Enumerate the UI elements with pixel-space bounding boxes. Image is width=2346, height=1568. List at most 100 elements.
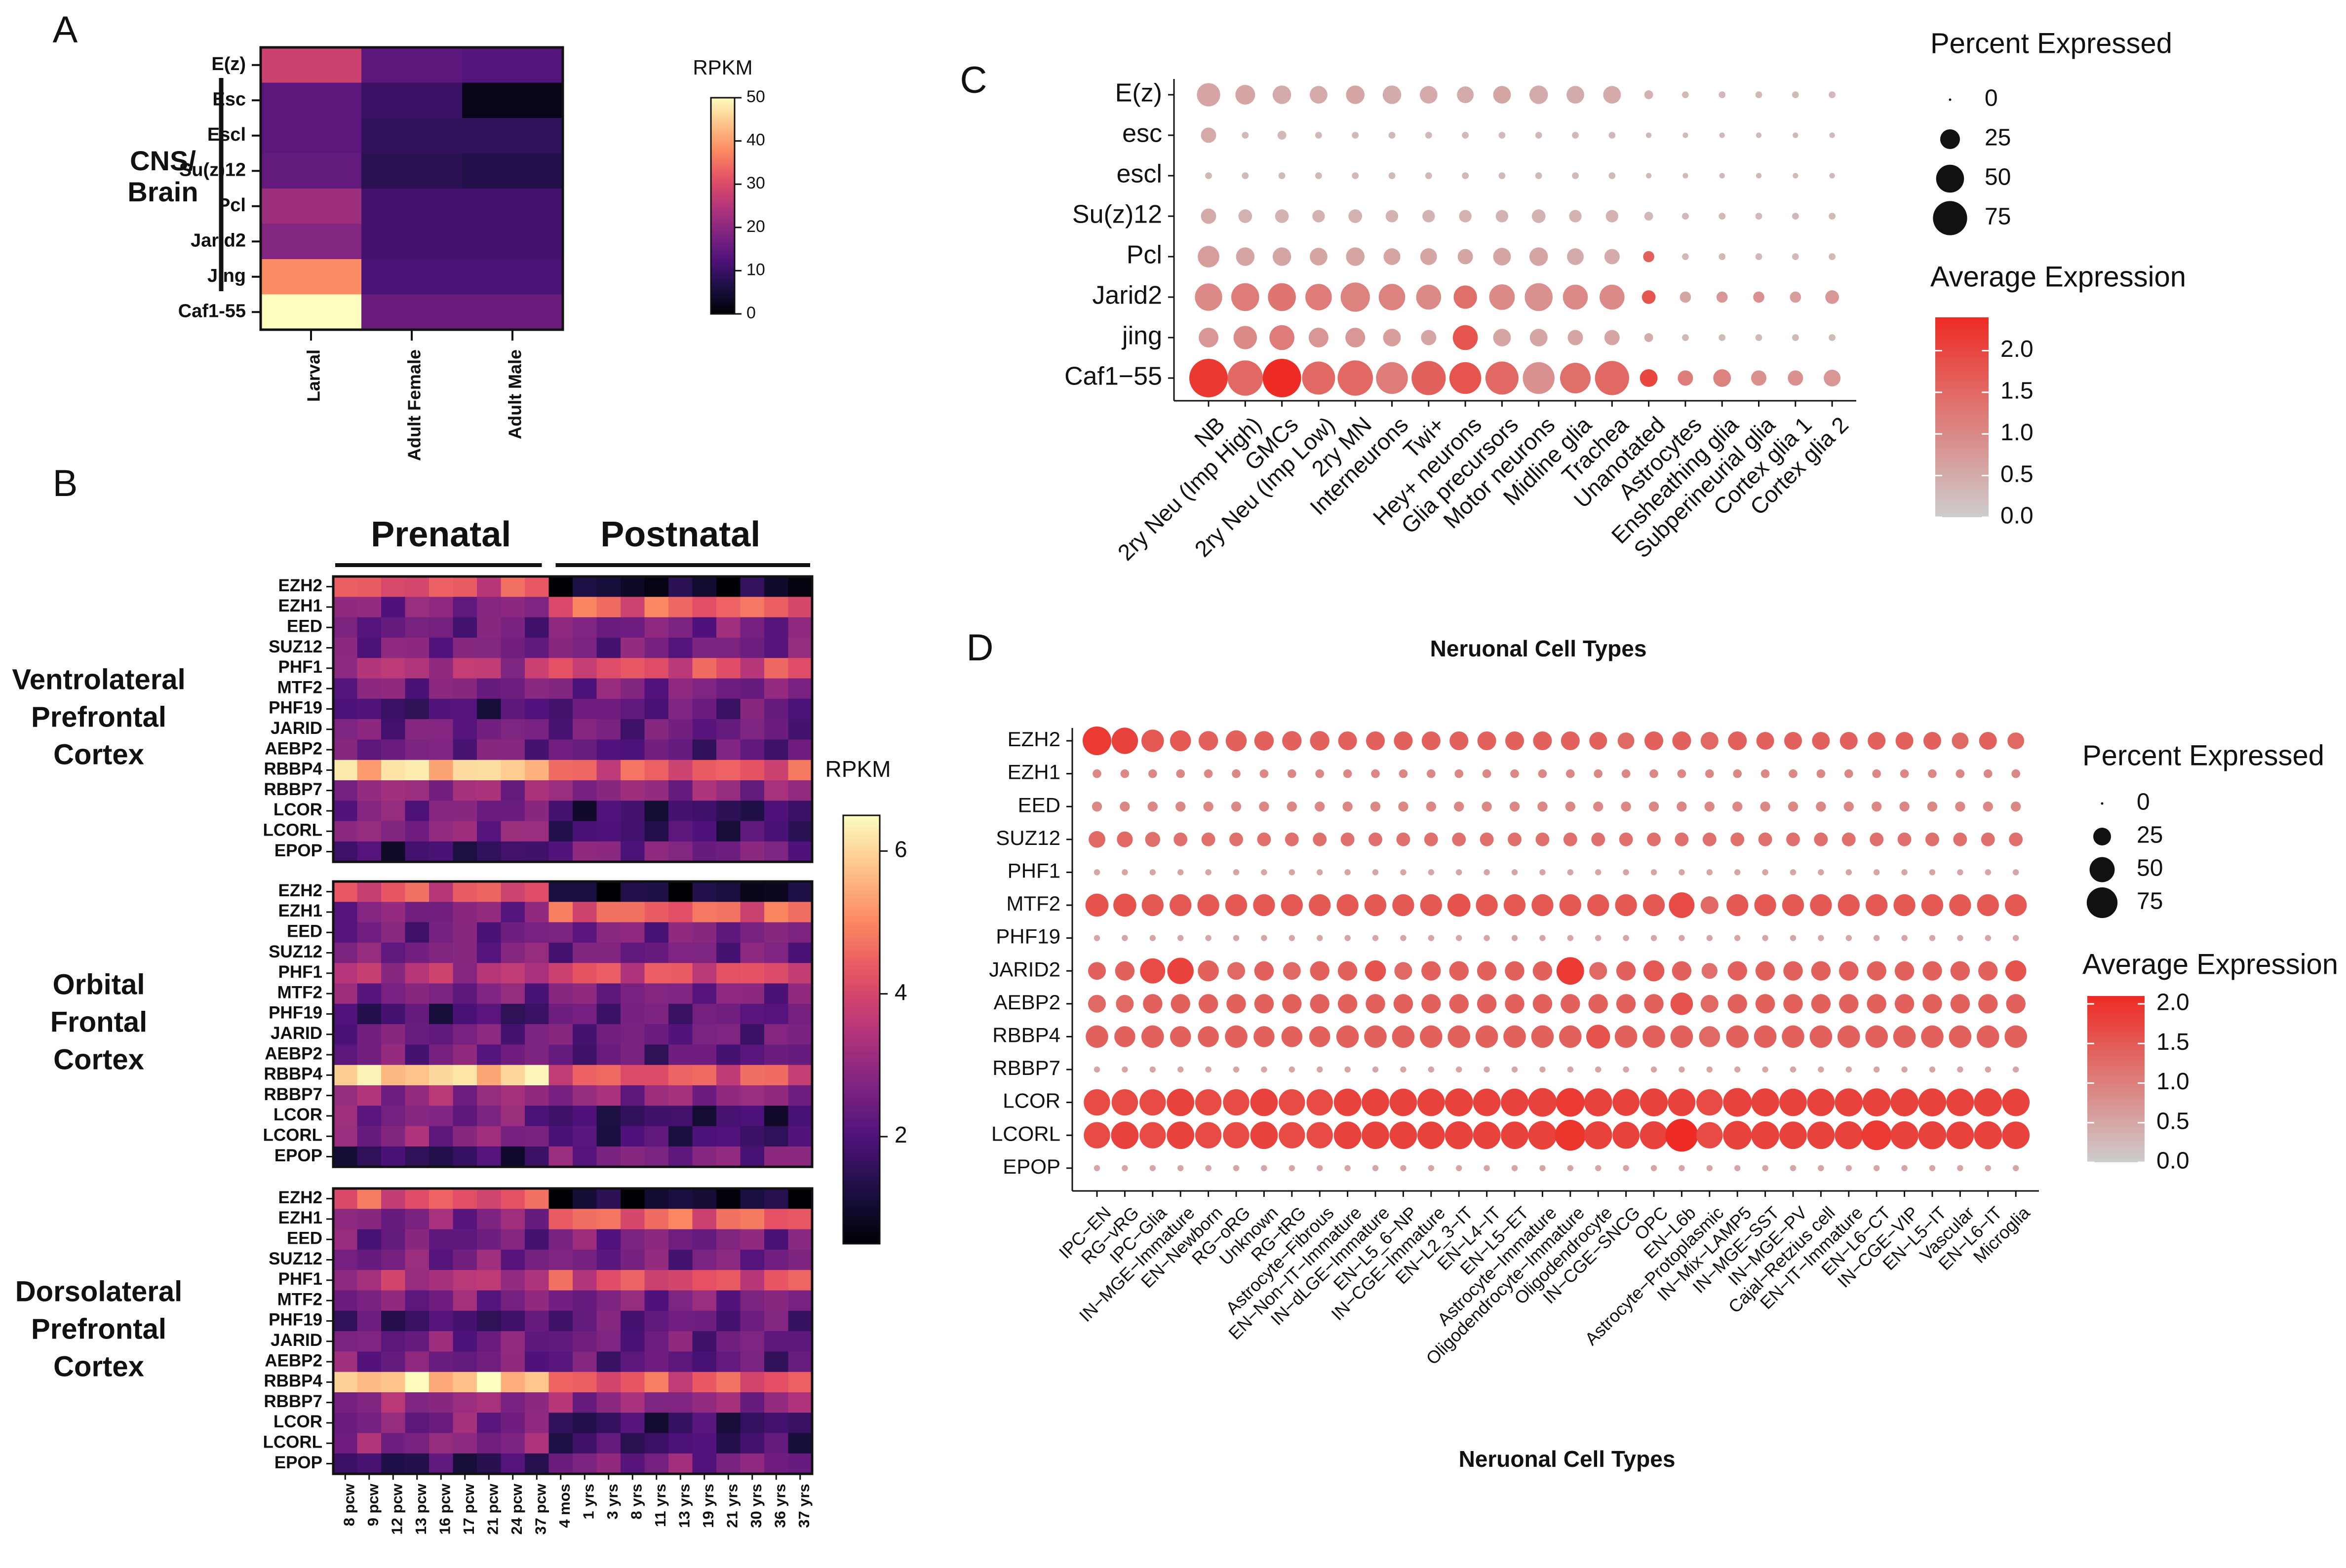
- heatmap-b-cell: [788, 1085, 813, 1106]
- heatmap-b-cell: [596, 597, 621, 618]
- heatmap-b-cell: [357, 1453, 382, 1474]
- dot: [1233, 326, 1257, 349]
- heatmap-b-cell: [764, 942, 789, 963]
- heatmap-b-cell: [716, 1146, 741, 1167]
- dot: [1567, 935, 1574, 941]
- gene-label: JARID: [271, 1024, 322, 1043]
- dot: [1342, 802, 1353, 812]
- heatmap-b-cell: [429, 1229, 454, 1250]
- heatmap-b-cell: [740, 739, 765, 761]
- dot: [1696, 1122, 1723, 1148]
- dot: [1649, 769, 1658, 778]
- dot: [1111, 1121, 1139, 1149]
- dot: [1895, 732, 1914, 750]
- heatmap-b-cell: [381, 1126, 406, 1147]
- heatmap-b-cell: [501, 801, 525, 822]
- dot: [1929, 1066, 1936, 1073]
- heatmap-b-cell: [692, 1106, 717, 1127]
- gene-label: RBBP4: [264, 1372, 322, 1391]
- heatmap-b-cell: [453, 1433, 477, 1454]
- heatmap-b-cell: [644, 576, 669, 597]
- heatmap-b-cell: [668, 1024, 693, 1045]
- heatmap-b-cell: [573, 1065, 597, 1086]
- heatmap-b-cell: [453, 698, 477, 720]
- heatmap-b-cell: [501, 1146, 525, 1167]
- heatmap-b-cell: [740, 1413, 765, 1434]
- heatmap-b-cell: [429, 760, 454, 781]
- dot: [2012, 869, 2019, 876]
- dot: [1084, 1122, 1110, 1148]
- heatmap-b-cell: [357, 1372, 382, 1393]
- dot: [1170, 1026, 1191, 1047]
- heatmap-b-cell: [644, 1290, 669, 1311]
- heatmap-b-cell: [764, 902, 789, 923]
- dot: [1511, 1066, 1518, 1073]
- dot: [1148, 769, 1157, 778]
- heatmap-b-cell: [716, 801, 741, 822]
- dot: [1528, 1121, 1557, 1150]
- size-legend-title: Percent Expressed: [2082, 739, 2324, 771]
- heatmap-b-cell: [477, 902, 502, 923]
- heatmap-b-cell: [381, 739, 406, 761]
- dot: [1120, 802, 1130, 812]
- heatmap-b-cell: [381, 1229, 406, 1250]
- dot: [1269, 325, 1294, 350]
- dot: [1316, 935, 1323, 941]
- heatmap-b-cell: [333, 597, 358, 618]
- dot: [1873, 1066, 1880, 1073]
- dot: [1198, 1026, 1219, 1047]
- dot: [1452, 832, 1466, 846]
- dot: [1677, 802, 1687, 812]
- dot: [1201, 832, 1215, 846]
- dot: [1567, 869, 1574, 876]
- dot: [1473, 1121, 1501, 1149]
- dot: [1287, 802, 1297, 812]
- heatmap-b-cell: [429, 780, 454, 801]
- dot: [1281, 1026, 1303, 1047]
- dot: [1238, 209, 1252, 223]
- heatmap-b-cell: [668, 1372, 693, 1393]
- heatmap-b-cell: [668, 1453, 693, 1474]
- heatmap-b-cell: [357, 1085, 382, 1106]
- heatmap-b-cell: [668, 1351, 693, 1373]
- dot: [1727, 961, 1747, 981]
- dot: [1428, 935, 1435, 941]
- dot: [1700, 994, 1719, 1013]
- heatmap-b-cell: [333, 963, 358, 984]
- heatmap-b-cell: [692, 698, 717, 720]
- heatmap-b-cell: [405, 637, 430, 658]
- dot: [1426, 769, 1436, 778]
- size-legend-label: 25: [2137, 822, 2163, 848]
- dot: [1894, 994, 1915, 1014]
- heatmap-b-cell: [621, 1065, 645, 1086]
- heatmap-b-cell: [501, 1249, 525, 1270]
- heatmap-b-cell: [692, 719, 717, 740]
- region-label-line2: Prefrontal: [31, 701, 166, 733]
- heatmap-b-cell: [692, 1290, 717, 1311]
- heatmap-b-cell: [788, 1249, 813, 1270]
- dot: [1310, 961, 1329, 981]
- heatmap-b-cell: [644, 942, 669, 963]
- dot: [1449, 731, 1469, 751]
- heatmap-b-cell: [596, 922, 621, 943]
- dot: [1392, 1025, 1415, 1048]
- row-label: Esc: [212, 89, 246, 110]
- heatmap-b-cell: [333, 1453, 358, 1474]
- heatmap-b-cell: [501, 698, 525, 720]
- heatmap-b-cell: [788, 597, 813, 618]
- heatmap-b-cell: [548, 760, 573, 781]
- heatmap-b-cell: [668, 1044, 693, 1066]
- heatmap-b-cell: [453, 637, 477, 658]
- dot: [1760, 802, 1770, 812]
- dot: [1556, 1088, 1585, 1117]
- dot: [1394, 731, 1413, 751]
- heatmap-b-cell: [692, 576, 717, 597]
- dot: [1706, 935, 1713, 941]
- x-axis-label: Neruonal Cell Types: [1459, 1446, 1676, 1472]
- heatmap-b-cell: [429, 1249, 454, 1270]
- heatmap-b-cell: [692, 1351, 717, 1373]
- dot: [1366, 994, 1385, 1014]
- heatmap-b-cell: [548, 1188, 573, 1209]
- dot: [1473, 1088, 1501, 1116]
- dot: [1838, 894, 1860, 917]
